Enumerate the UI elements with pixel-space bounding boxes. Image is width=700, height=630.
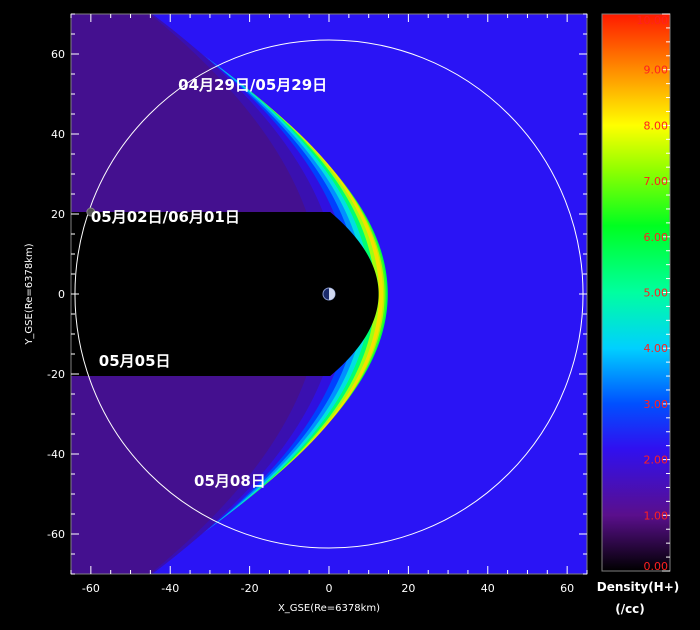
x-tick-label: 20: [401, 582, 415, 595]
annotation-1: 05月02日/06月01日: [91, 208, 240, 226]
colorbar-tick-label: 0.00: [644, 560, 669, 573]
y-tick-label: -40: [47, 448, 65, 461]
magnetosheath-bands: [71, 14, 388, 574]
y-tick-label: 40: [51, 128, 65, 141]
magnetosphere-region: [71, 212, 379, 376]
colorbar-tick-label: 10.00: [637, 14, 669, 27]
colorbar-tick-label: 5.00: [644, 287, 669, 300]
y-tick-label: -20: [47, 368, 65, 381]
colorbar-title: Density(H+): [597, 580, 680, 594]
x-axis-label: X_GSE(Re=6378km): [278, 603, 380, 614]
y-axis-ticks: -60 -40 -20 0 20 40 60: [47, 13, 587, 575]
plot-area: [71, 14, 587, 574]
x-tick-label: 0: [326, 582, 333, 595]
moon-marker: [86, 207, 96, 217]
x-tick-label: -40: [161, 582, 179, 595]
colorbar-tick-label: 7.00: [644, 175, 669, 188]
x-tick-label: -20: [241, 582, 259, 595]
colorbar-tick-label: 1.00: [644, 509, 669, 522]
colorbar: 0.00 1.00 2.00 3.00 4.00 5.00 6.00 7.00 8.00 9.00…: [597, 13, 680, 616]
y-tick-label: -60: [47, 528, 65, 541]
annotation-2: 05月05日: [99, 352, 171, 370]
earth-marker: [322, 287, 336, 301]
earth-dayside: [329, 288, 335, 300]
colorbar-tick-label: 8.00: [644, 119, 669, 132]
colorbar-tick-label: 3.00: [644, 398, 669, 411]
y-tick-label: 60: [51, 48, 65, 61]
y-tick-label: 0: [58, 288, 65, 301]
x-axis-ticks: -60 -40 -20 0 20 40 60: [70, 14, 588, 595]
y-axis-label: Y_GSE(Re=6378km): [24, 243, 35, 345]
colorbar-ticks: 0.00 1.00 2.00 3.00 4.00 5.00 6.00 7.00 8.00 9.00…: [637, 13, 670, 573]
colorbar-tick-label: 4.00: [644, 342, 669, 355]
x-tick-label: -60: [82, 582, 100, 595]
colorbar-unit: (/cc): [615, 602, 645, 616]
annotation-0: 04月29日/05月29日: [178, 76, 327, 94]
x-tick-label: 60: [560, 582, 574, 595]
x-tick-label: 40: [481, 582, 495, 595]
colorbar-tick-label: 6.00: [644, 231, 669, 244]
colorbar-tick-label: 2.00: [644, 454, 669, 467]
date-annotations: 04月29日/05月29日 05月02日/06月01日 05月05日 05月08日: [91, 76, 327, 490]
y-tick-label: 20: [51, 208, 65, 221]
colorbar-tick-label: 9.00: [644, 64, 669, 77]
annotation-3: 05月08日: [194, 472, 266, 490]
